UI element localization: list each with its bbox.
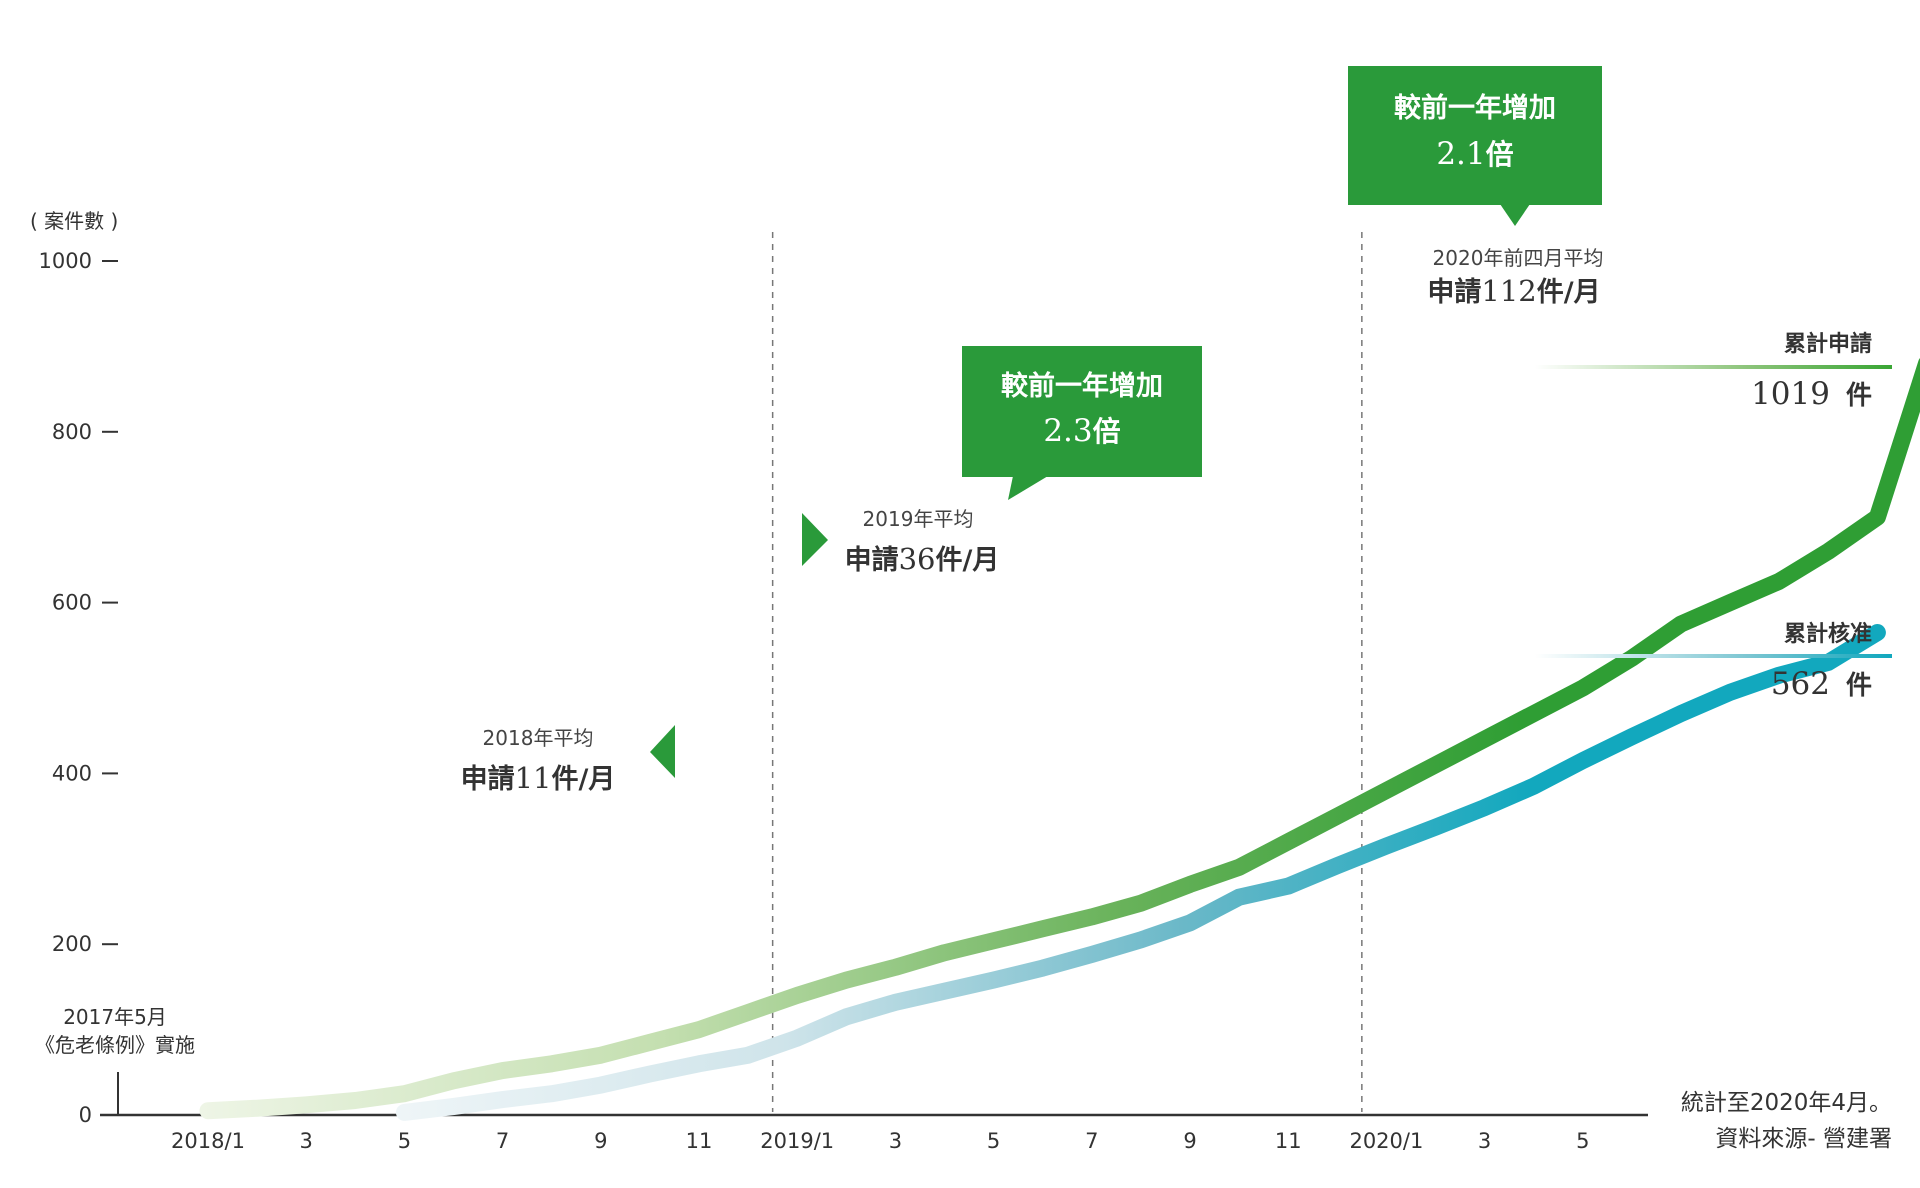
x-tick-label: 3 xyxy=(300,1129,313,1153)
y-tick-label: 200 xyxy=(52,932,92,956)
x-tick-label: 3 xyxy=(889,1129,902,1153)
legend-approved-total: 562 件 xyxy=(1771,666,1872,702)
legend-applications: 累計申請 1019 件 xyxy=(1535,331,1892,412)
y-tick-label: 800 xyxy=(52,420,92,444)
x-tick-label: 9 xyxy=(594,1129,607,1153)
x-tick-label: 7 xyxy=(496,1129,509,1153)
x-tick-label: 5 xyxy=(987,1129,1000,1153)
year-dividers xyxy=(771,232,1363,1112)
callout-2019-tail xyxy=(1008,476,1048,500)
legend-applications-total: 1019 件 xyxy=(1751,376,1872,412)
avg-2018-label: 2018年平均 xyxy=(483,726,594,750)
x-tick-label: 5 xyxy=(1576,1129,1589,1153)
x-tick-label: 7 xyxy=(1085,1129,1098,1153)
legend-applications-name: 累計申請 xyxy=(1784,331,1872,357)
avg-2020-value: 申請112件/月 xyxy=(1427,274,1600,308)
avg-2018-value: 申請11件/月 xyxy=(461,761,616,795)
start-note-date: 2017年5月 xyxy=(63,1005,167,1029)
callout-2020-box xyxy=(1348,66,1602,205)
y-axis-unit-label: ( 案件數 ) xyxy=(30,209,118,233)
legend-approved: 累計核准 562 件 xyxy=(1535,621,1892,702)
footnote-source: 資料來源- 營建署 xyxy=(1715,1126,1892,1152)
callout-2019: 較前一年增加 2.3倍 xyxy=(962,346,1202,500)
callout-2020-title: 較前一年增加 xyxy=(1394,92,1556,124)
callout-2019-box xyxy=(962,346,1202,477)
avg-2019-pointer xyxy=(802,513,828,566)
approved-series-line xyxy=(395,624,1886,1121)
callout-2020-tail xyxy=(1500,204,1530,226)
x-tick-label: 2019/1 xyxy=(760,1129,834,1153)
callout-2020-multiple: 2.1倍 xyxy=(1436,136,1513,172)
x-tick-label: 3 xyxy=(1478,1129,1491,1153)
legend-approved-name: 累計核准 xyxy=(1784,621,1872,647)
callout-2020: 較前一年增加 2.1倍 xyxy=(1348,66,1602,226)
avg-2020-label: 2020年前四月平均 xyxy=(1433,246,1604,270)
avg-2019-label: 2019年平均 xyxy=(863,507,974,531)
callout-2019-title: 較前一年增加 xyxy=(1001,370,1163,402)
avg-2018-pointer xyxy=(650,725,675,778)
x-tick-label: 11 xyxy=(686,1129,713,1153)
callout-2019-multiple: 2.3倍 xyxy=(1043,413,1120,449)
x-tick-label: 11 xyxy=(1275,1129,1302,1153)
y-tick-label: 600 xyxy=(52,591,92,615)
x-tick-label: 2020/1 xyxy=(1349,1129,1423,1153)
x-tick-label: 5 xyxy=(398,1129,411,1153)
x-tick-label: 9 xyxy=(1183,1129,1196,1153)
x-axis-ticks: 2018/1 3 5 7 9 11 2019/1 3 5 7 9 11 2020/1 3 5 xyxy=(171,1129,1589,1153)
x-tick-label: 2018/1 xyxy=(171,1129,245,1153)
applications-series-line xyxy=(199,358,1920,1120)
y-axis-ticks: 0 200 400 600 800 1000 xyxy=(39,249,118,1127)
y-tick-label: 0 xyxy=(79,1103,92,1127)
y-tick-label: 1000 xyxy=(39,249,92,273)
y-tick-label: 400 xyxy=(52,761,92,785)
footnote-period: 統計至2020年4月。 xyxy=(1681,1090,1892,1116)
start-note-law: 《危老條例》實施 xyxy=(35,1033,195,1057)
avg-2019-value: 申請36件/月 xyxy=(845,542,1000,576)
